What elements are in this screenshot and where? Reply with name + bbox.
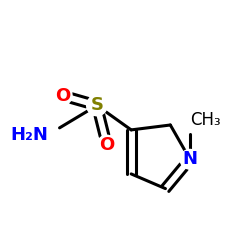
- Text: N: N: [182, 150, 198, 168]
- Text: O: O: [99, 136, 114, 154]
- Circle shape: [54, 86, 72, 105]
- Text: S: S: [90, 96, 104, 114]
- Text: CH₃: CH₃: [190, 111, 220, 129]
- Circle shape: [87, 95, 107, 116]
- Text: H₂N: H₂N: [10, 126, 48, 144]
- Text: O: O: [55, 87, 70, 105]
- Circle shape: [98, 135, 116, 154]
- Circle shape: [180, 150, 200, 169]
